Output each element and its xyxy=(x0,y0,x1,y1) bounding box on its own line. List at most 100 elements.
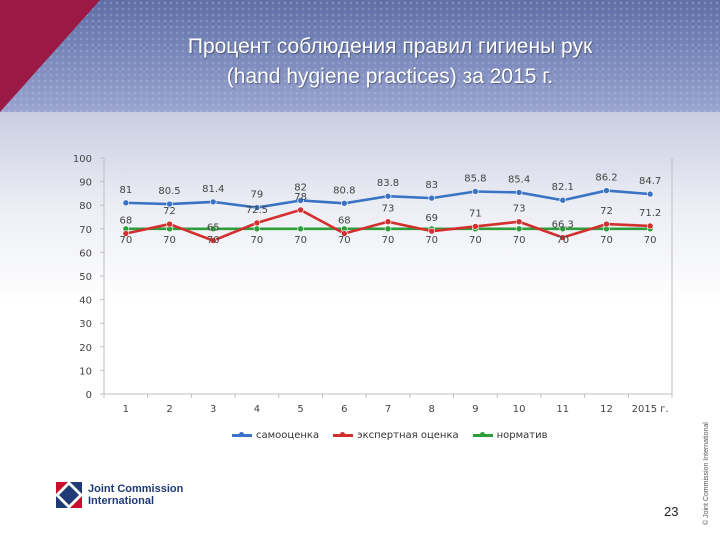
x-tick-label: 2015 г. xyxy=(632,404,669,415)
logo-line-2: International xyxy=(88,495,155,507)
x-tick-label: 7 xyxy=(385,404,391,415)
x-tick-label: 9 xyxy=(472,404,478,415)
data-label-norm: 70 xyxy=(119,235,132,246)
point-expert xyxy=(472,223,479,230)
data-label-expert: 65 xyxy=(207,223,220,234)
x-tick-label: 2 xyxy=(166,404,172,415)
data-label-samootsenka: 82 xyxy=(294,182,307,193)
data-label-samootsenka: 79 xyxy=(251,190,264,201)
data-label-expert: 72 xyxy=(600,206,613,217)
point-samootsenka xyxy=(428,194,435,202)
x-tick-label: 3 xyxy=(210,404,216,415)
slide-title: Процент соблюдения правил гигиены рук (h… xyxy=(110,32,670,92)
legend-label-norm: норматив xyxy=(496,429,548,441)
chart-legend: самооценка экспертная оценка норматив xyxy=(232,428,548,442)
data-label-norm: 70 xyxy=(644,235,657,246)
data-label-samootsenka: 81.4 xyxy=(202,184,224,195)
x-tick-label: 8 xyxy=(429,404,435,415)
jci-logo-text: Joint Commission International xyxy=(88,483,183,507)
data-label-norm: 70 xyxy=(338,235,351,246)
data-label-expert: 69 xyxy=(425,213,438,224)
point-norm xyxy=(559,225,567,233)
y-tick-label: 80 xyxy=(79,201,92,212)
page-number: 23 xyxy=(664,504,679,519)
point-samootsenka xyxy=(515,189,523,196)
y-tick-label: 10 xyxy=(79,366,92,377)
x-tick-label: 1 xyxy=(123,404,129,415)
data-label-samootsenka: 85.8 xyxy=(464,174,486,185)
data-label-expert: 71 xyxy=(469,208,482,219)
point-norm xyxy=(384,225,392,233)
data-label-expert: 73 xyxy=(382,204,395,215)
point-expert xyxy=(646,222,654,230)
point-expert xyxy=(428,227,435,235)
title-line-2: (hand hygiene practices) за 2015 г. xyxy=(226,65,554,88)
x-tick-label: 4 xyxy=(254,404,260,415)
data-label-norm: 70 xyxy=(425,235,438,246)
legend-label-samootsenka: самооценка xyxy=(256,429,320,441)
legend-swatch-samootsenka xyxy=(232,431,252,437)
point-samootsenka xyxy=(384,192,392,200)
y-tick-label: 30 xyxy=(79,319,92,330)
y-tick-label: 50 xyxy=(79,272,92,283)
y-tick-label: 60 xyxy=(79,248,92,259)
data-label-norm: 70 xyxy=(382,235,395,246)
data-label-norm: 70 xyxy=(469,235,482,246)
header-banner xyxy=(0,0,720,112)
point-expert xyxy=(166,220,173,228)
point-samootsenka xyxy=(646,190,654,198)
data-label-samootsenka: 80.5 xyxy=(158,186,180,197)
point-norm xyxy=(515,225,523,233)
data-label-norm: 70 xyxy=(251,235,264,246)
point-expert xyxy=(253,219,261,227)
point-samootsenka xyxy=(472,188,479,195)
point-expert xyxy=(297,206,304,214)
x-tick-label: 12 xyxy=(600,404,613,415)
logo-line-1: Joint Commission xyxy=(88,483,184,495)
y-tick-label: 20 xyxy=(79,343,92,354)
legend-label-expert: экспертная оценка xyxy=(357,429,459,441)
title-line-1: Процент соблюдения правил гигиены рук xyxy=(187,35,593,58)
world-map-pattern xyxy=(0,0,720,112)
x-tick-label: 5 xyxy=(297,404,303,415)
y-tick-label: 40 xyxy=(79,296,92,307)
legend-swatch-norm xyxy=(472,431,493,437)
data-label-expert: 72.5 xyxy=(246,205,268,216)
point-expert xyxy=(559,234,567,241)
x-tick-label: 10 xyxy=(513,404,526,415)
data-label-norm: 70 xyxy=(207,235,220,246)
point-expert xyxy=(122,230,130,237)
point-samootsenka xyxy=(166,200,173,208)
point-expert xyxy=(515,218,523,226)
data-label-norm: 70 xyxy=(513,235,526,246)
data-label-samootsenka: 83 xyxy=(425,180,438,191)
data-label-norm: 70 xyxy=(163,235,176,246)
legend-item-norm: норматив xyxy=(472,429,548,441)
data-label-expert: 73 xyxy=(513,204,526,215)
data-label-expert: 66.3 xyxy=(552,220,574,231)
copyright-notice: © Joint Commission International xyxy=(703,422,710,525)
data-label-expert: 71.2 xyxy=(639,208,661,219)
data-label-samootsenka: 82.1 xyxy=(552,182,574,193)
data-label-norm: 70 xyxy=(294,235,307,246)
point-samootsenka xyxy=(122,199,130,207)
data-label-expert: 78 xyxy=(294,192,307,203)
legend-item-expert: экспертная оценка xyxy=(333,430,459,441)
data-label-expert: 68 xyxy=(338,216,351,227)
y-tick-label: 0 xyxy=(86,390,92,401)
corner-accent xyxy=(0,0,100,112)
point-samootsenka xyxy=(253,204,261,211)
point-samootsenka xyxy=(559,196,567,204)
data-label-samootsenka: 83.8 xyxy=(377,178,399,189)
point-samootsenka xyxy=(603,187,610,194)
slide-background xyxy=(0,112,720,540)
x-tick-label: 6 xyxy=(341,404,347,415)
point-norm xyxy=(253,225,261,233)
legend-swatch-expert xyxy=(333,431,354,437)
y-tick-label: 100 xyxy=(73,154,92,165)
point-samootsenka xyxy=(341,200,348,207)
point-samootsenka xyxy=(209,198,217,206)
point-expert xyxy=(603,220,610,228)
x-tick-label: 11 xyxy=(556,404,569,415)
